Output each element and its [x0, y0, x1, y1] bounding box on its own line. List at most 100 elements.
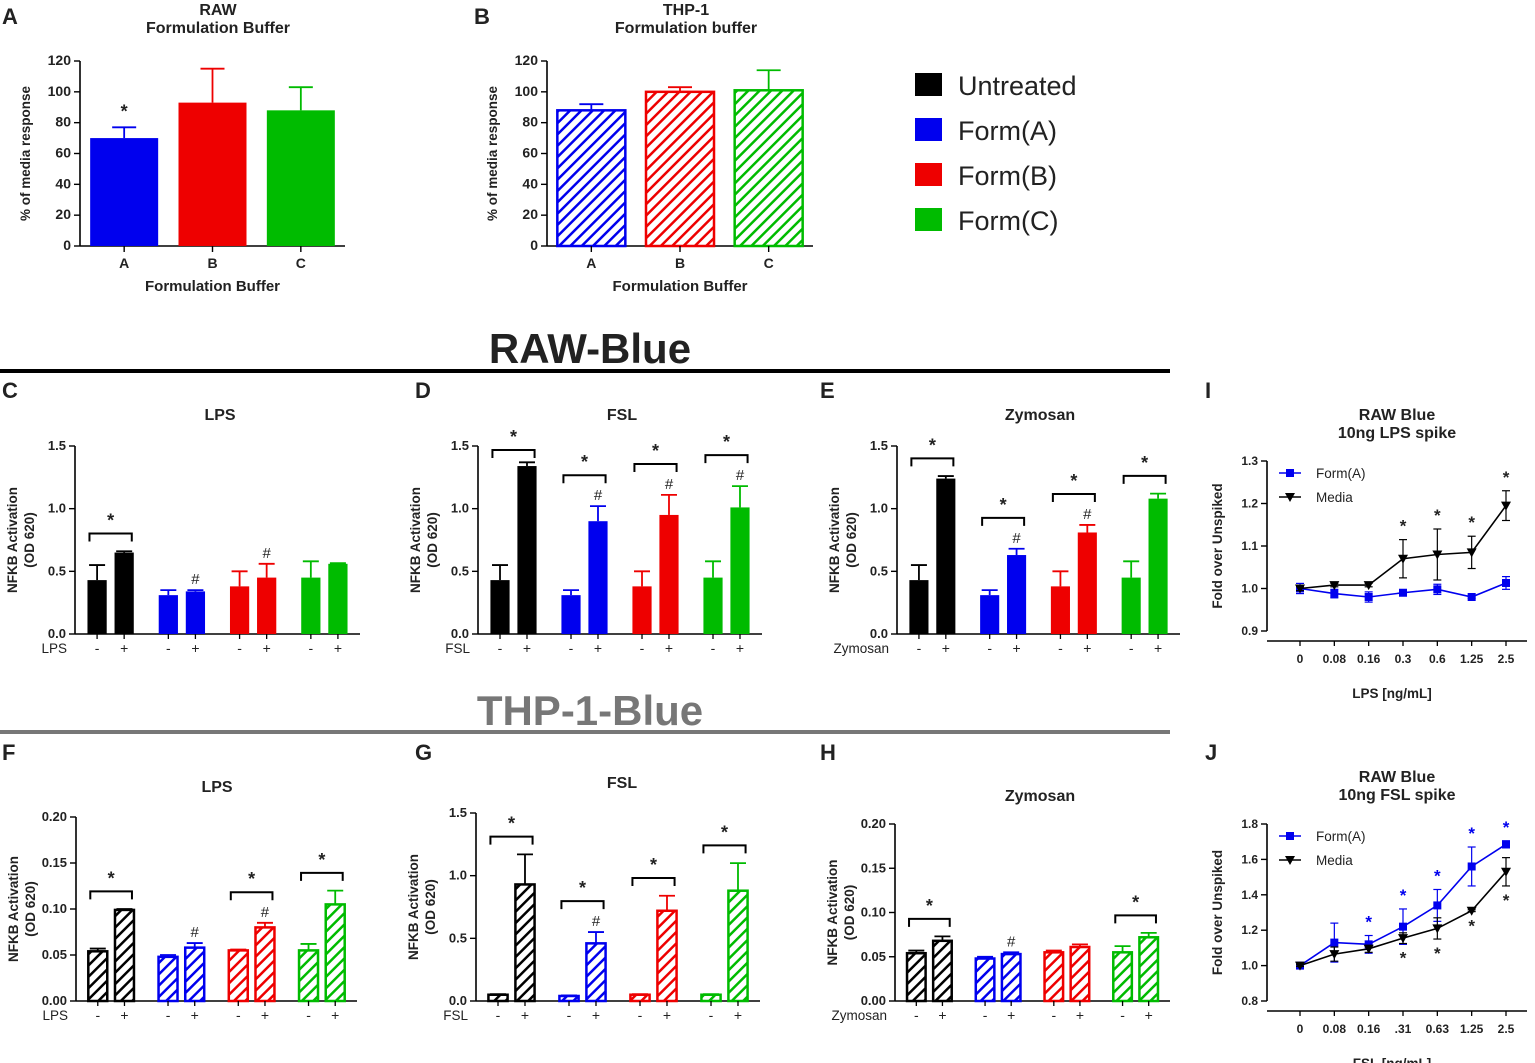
bar-c-formB-untreated: [229, 586, 250, 634]
legend: Untreated Form(A) Form(B) Form(C): [915, 71, 1077, 236]
x-tick-label-c: +: [120, 640, 128, 656]
x-tick-label-b: A: [586, 255, 596, 271]
data-point-j: [1285, 856, 1295, 865]
data-point-j: [1364, 940, 1373, 949]
significance-mark-j: *: [1468, 917, 1475, 936]
hash-mark-e: #: [1083, 506, 1092, 523]
bar-c-formA-treated: [185, 591, 206, 634]
significance-bracket-d: [491, 449, 536, 458]
x-tick-label-j: 2.5: [1498, 1022, 1515, 1036]
y-tick-label-a: 100: [48, 83, 72, 99]
y-axis-label-d: NFKB Activation: [408, 487, 423, 593]
bar-h-formA-treated: [1000, 952, 1022, 1003]
y-tick-label-h: 0.20: [861, 816, 886, 831]
y-tick-label-f: 0.15: [42, 855, 67, 870]
y-tick-label-d: 1.5: [451, 438, 469, 453]
legend-swatch-form-b: [915, 163, 942, 186]
data-point-j: [1286, 832, 1294, 840]
x-tick-label-i: 0.08: [1323, 652, 1347, 666]
x-tick-label-f: +: [331, 1007, 339, 1023]
x-tick-label-d: -: [711, 640, 716, 656]
bar-e-formC-treated: [1148, 498, 1168, 634]
bar-e-formA-untreated: [980, 595, 1000, 634]
x-tick-label-g: -: [638, 1007, 643, 1023]
treatment-label-g: FSL: [443, 1008, 468, 1023]
significance-bracket-g: [489, 835, 534, 845]
significance-mark-j: *: [1503, 891, 1510, 910]
significance-bracket-d: [562, 474, 607, 484]
significance-mark-g: *: [721, 822, 728, 842]
x-tick-label-c: -: [237, 640, 242, 656]
x-tick-label-g: +: [521, 1007, 529, 1023]
bar-h-untreated-treated: [931, 939, 953, 1003]
y-tick-label-j: 0.8: [1241, 994, 1258, 1008]
treatment-label-d: FSL: [445, 641, 470, 656]
x-tick-label-j: 0.16: [1357, 1022, 1381, 1036]
y-tick-label-h: 0.00: [861, 993, 886, 1008]
x-tick-label-a: B: [207, 255, 217, 271]
legend-swatch-form-a: [915, 118, 942, 141]
significance-mark-j: *: [1434, 944, 1441, 963]
bar-f-formC-untreated: [297, 949, 320, 1003]
data-point-j: [1467, 862, 1476, 871]
y-tick-label-g: 1.0: [449, 868, 467, 883]
panel-letter-i: I: [1205, 378, 1211, 403]
hash-mark-h: #: [1007, 933, 1016, 950]
x-tick-label-f: -: [95, 1007, 100, 1023]
x-axis-label-i: LPS [ng/mL]: [1352, 686, 1432, 701]
significance-mark-j: *: [1434, 866, 1441, 885]
x-axis-label-j: FSL [ng/mL]: [1353, 1056, 1432, 1063]
x-tick-label-j: 0: [1297, 1022, 1304, 1036]
significance-bracket-e: [1122, 474, 1167, 484]
x-tick-label-i: 0.16: [1357, 652, 1381, 666]
data-point-i: [1467, 593, 1476, 601]
bar-h-formB-untreated: [1043, 951, 1065, 1003]
section-title-thp1-blue: THP-1-Blue: [477, 687, 703, 734]
data-point-i: [1466, 548, 1477, 558]
bar-d-formA-treated: [588, 521, 608, 634]
y-tick-label-j: 1.8: [1241, 817, 1258, 831]
hash-mark-e: #: [1012, 530, 1021, 547]
hash-mark-f: #: [261, 904, 270, 921]
bar-d-formB-untreated: [632, 586, 652, 634]
significance-mark-g: *: [650, 855, 657, 875]
bar-d-formC-untreated: [703, 577, 723, 634]
bar-e-untreated-treated: [936, 478, 956, 634]
section-title-raw-blue: RAW-Blue: [489, 325, 691, 372]
significance-mark-e: *: [1141, 453, 1148, 473]
data-point-j: [1330, 938, 1339, 947]
x-tick-label-f: -: [166, 1007, 171, 1023]
data-point-j: [1433, 901, 1442, 910]
significance-mark-j: *: [1468, 824, 1475, 843]
panel-letter-a: A: [2, 4, 18, 29]
y-axis-label-a: % of media response: [18, 85, 33, 221]
chart-title-c: LPS: [204, 407, 235, 424]
bar-c-formA-untreated: [158, 595, 178, 634]
y-axis-label-f: NFKB Activation: [6, 856, 21, 962]
data-point-j: [1398, 934, 1408, 944]
y-axis-label-f: (OD 620): [23, 881, 38, 937]
data-point-j: [1363, 944, 1374, 954]
data-point-i: [1285, 493, 1295, 502]
y-axis-label-h: NFKB Activation: [825, 859, 840, 965]
significance-bracket-f: [300, 871, 344, 881]
legend-label-form-c: Form(C): [958, 206, 1058, 236]
y-tick-label-e: 1.5: [870, 438, 888, 453]
treatment-label-f: LPS: [42, 1008, 68, 1023]
significance-bracket-e: [910, 457, 955, 467]
y-axis-label-i: Fold over Unspiked: [1210, 483, 1225, 608]
y-tick-label-d: 1.0: [451, 501, 469, 516]
chart-title-j: 10ng FSL spike: [1338, 787, 1455, 804]
bar-g-untreated-treated: [514, 883, 536, 1003]
x-tick-label-e: -: [1129, 640, 1134, 656]
bar-h-formB-treated: [1069, 945, 1091, 1003]
bar-f-formB-treated: [254, 926, 276, 1003]
significance-bracket-f: [229, 891, 274, 901]
significance-bracket-g: [560, 900, 605, 910]
significance-bracket-c: [88, 532, 133, 542]
hash-mark-d: #: [665, 476, 674, 493]
